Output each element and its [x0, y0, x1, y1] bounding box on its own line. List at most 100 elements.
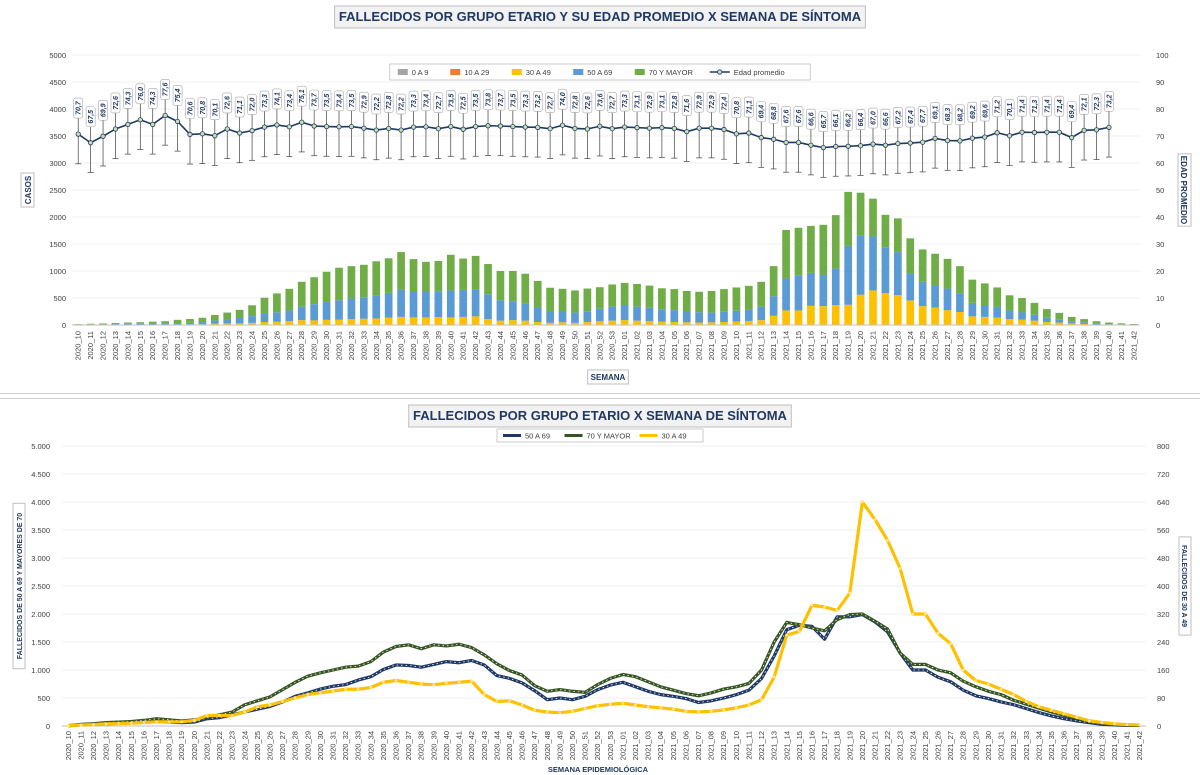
- x-tick-label: 2020_25: [253, 731, 262, 760]
- data-label-group: 72,0: [248, 95, 257, 115]
- x-tick-label: 2021_41: [1117, 331, 1126, 360]
- bar-segment: [546, 311, 554, 323]
- y-tick-label: 2000: [49, 213, 66, 222]
- bar-segment: [646, 286, 654, 308]
- data-label-group: 75,1: [297, 86, 306, 106]
- bar-segment: [372, 296, 380, 319]
- line-point: [899, 567, 902, 570]
- data-label-group: 70,1: [1005, 100, 1014, 120]
- data-label: 67,2: [895, 111, 902, 125]
- bar-segment: [1043, 318, 1051, 322]
- line-point: [836, 609, 839, 612]
- x-tick-label: 2021_08: [707, 731, 716, 760]
- data-label: 72,8: [672, 96, 679, 110]
- bar-segment: [484, 294, 492, 319]
- x-tick-label: 2020_36: [397, 331, 406, 360]
- line-point: [163, 113, 167, 117]
- line-point: [823, 606, 826, 609]
- x-tick-label: 2021_28: [959, 731, 968, 760]
- x-tick-label: 2021_16: [806, 331, 815, 360]
- data-label-group: 65,7: [819, 112, 828, 132]
- data-label: 72,9: [361, 95, 368, 109]
- bar-segment: [608, 285, 616, 307]
- data-label: 66,6: [808, 112, 815, 126]
- line-point: [231, 714, 234, 717]
- x-tick-label: 2020_45: [508, 331, 517, 360]
- x-tick-label: 2020_34: [372, 331, 381, 360]
- bar-segment: [422, 317, 430, 325]
- bar-segment: [348, 319, 356, 325]
- line-point: [896, 141, 900, 145]
- y2-tick-label: 240: [1157, 638, 1170, 647]
- line-point: [710, 710, 713, 713]
- line-point: [1126, 723, 1129, 726]
- bar-segment: [509, 271, 517, 301]
- data-label: 67,4: [908, 110, 915, 124]
- line-point: [584, 707, 587, 710]
- bar-segment: [348, 299, 356, 320]
- bar-segment: [285, 289, 293, 311]
- bar-segment: [670, 310, 678, 322]
- line-point: [811, 604, 814, 607]
- bar-segment: [795, 310, 803, 325]
- x-tick-label: 2021_03: [644, 731, 653, 760]
- data-label-group: 73,7: [310, 90, 319, 110]
- bar-segment: [248, 316, 256, 323]
- bar-segment: [323, 320, 331, 325]
- bar-segment: [310, 320, 318, 325]
- bar-segment: [534, 281, 542, 307]
- legend-label: 70 Y MAYOR: [649, 68, 694, 77]
- bar-segment: [633, 321, 641, 325]
- bar-segment: [993, 287, 1001, 306]
- y-tick-label: 1000: [49, 267, 66, 276]
- bar-segment: [968, 316, 976, 325]
- line-point: [685, 710, 688, 713]
- data-label: 71,6: [684, 99, 691, 113]
- x-tick-label: 2021_24: [906, 331, 915, 360]
- bar-segment: [621, 283, 629, 305]
- x-tick-label: 2020_43: [480, 731, 489, 760]
- data-label: 67,5: [88, 110, 95, 124]
- x-tick-label: 2020_13: [111, 331, 120, 360]
- line-point: [126, 122, 130, 126]
- line-point: [920, 140, 924, 144]
- bar-segment: [1105, 323, 1113, 325]
- bar-segment: [1130, 324, 1138, 325]
- x-tick-label: 2021_34: [1034, 731, 1043, 760]
- bar-segment: [360, 265, 368, 297]
- x-tick-label: 2020_16: [148, 331, 157, 360]
- line-point: [175, 119, 179, 123]
- chart-title: FALLECIDOS POR GRUPO ETARIO X SEMANA DE …: [413, 408, 788, 423]
- bar-segment: [149, 324, 157, 325]
- y-tick-label: 4.000: [31, 498, 50, 507]
- line-point: [1138, 724, 1141, 727]
- line-point: [970, 136, 974, 140]
- line-point: [1012, 693, 1015, 696]
- line-point: [634, 704, 637, 707]
- x-tick-label: 2020_27: [285, 331, 294, 360]
- data-label: 69,9: [101, 103, 108, 117]
- line-point: [319, 691, 322, 694]
- data-label-group: 73,5: [347, 91, 356, 111]
- y-tick-label: 1500: [49, 240, 66, 249]
- bar-segment: [174, 320, 182, 323]
- x-tick-label: 2021_33: [1018, 331, 1027, 360]
- line-point: [1020, 130, 1024, 134]
- data-label-group: 73,2: [1104, 91, 1113, 111]
- bar-segment: [782, 230, 790, 279]
- x-tick-label: 2021_06: [682, 331, 691, 360]
- line-point: [697, 711, 700, 714]
- x-tick-label: 2021_05: [670, 331, 679, 360]
- bar-segment: [819, 275, 827, 306]
- bar-segment: [857, 193, 865, 236]
- x-tick-label: 2021_02: [633, 331, 642, 360]
- data-label-group: 66,1: [831, 111, 840, 131]
- line-point: [386, 126, 390, 130]
- x-tick-label: 2020_46: [518, 731, 527, 760]
- data-label: 74,0: [560, 92, 567, 106]
- x-tick-label: 2021_14: [782, 331, 791, 360]
- bar-segment: [335, 268, 343, 300]
- line-point: [395, 679, 398, 682]
- data-label-group: 71,3: [1030, 96, 1039, 116]
- line-point: [1045, 130, 1049, 134]
